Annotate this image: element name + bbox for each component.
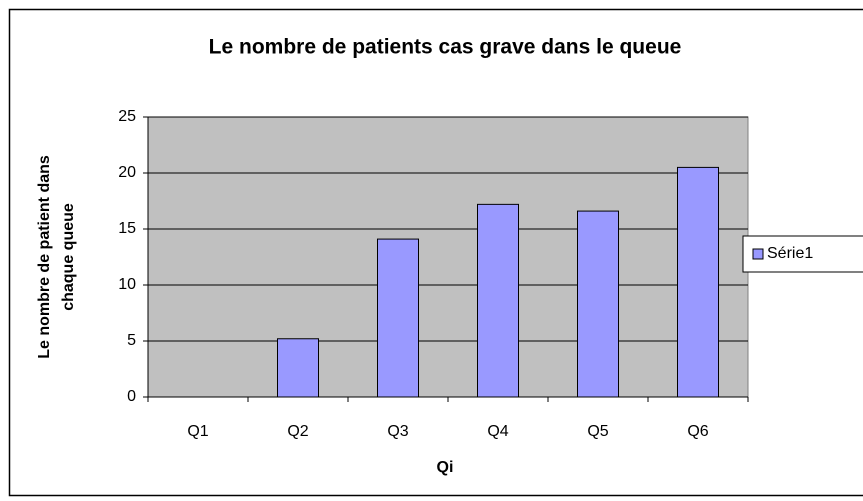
y-tick-label: 10 (118, 276, 136, 293)
x-axis-title: Qi (437, 459, 454, 476)
x-tick-label: Q1 (187, 423, 208, 440)
y-tick-label: 25 (118, 108, 136, 125)
x-tick-label: Q3 (387, 423, 408, 440)
y-tick-label: 0 (127, 388, 136, 405)
plot-area (147, 116, 749, 398)
bar (477, 203, 519, 398)
x-tick-label: Q6 (687, 423, 708, 440)
legend-label: Série1 (767, 245, 813, 262)
y-tick-label: 15 (118, 220, 136, 237)
y-tick-label: 20 (118, 164, 136, 181)
x-tick-label: Q2 (287, 423, 308, 440)
bar (277, 338, 319, 398)
y-axis-title-line: Le nombre de patient dans (36, 155, 53, 359)
y-tick-label: 5 (127, 332, 136, 349)
x-tick-label: Q4 (487, 423, 508, 440)
legend-swatch (752, 248, 764, 260)
bar (677, 166, 719, 398)
x-tick-label: Q5 (587, 423, 608, 440)
bar (377, 238, 419, 398)
bar (577, 210, 619, 398)
y-axis-title-line: chaque queue (60, 203, 77, 311)
y-axis-title: Le nombre de patient dans chaque queue (36, 155, 77, 359)
chart-title: Le nombre de patients cas grave dans le … (209, 36, 682, 59)
